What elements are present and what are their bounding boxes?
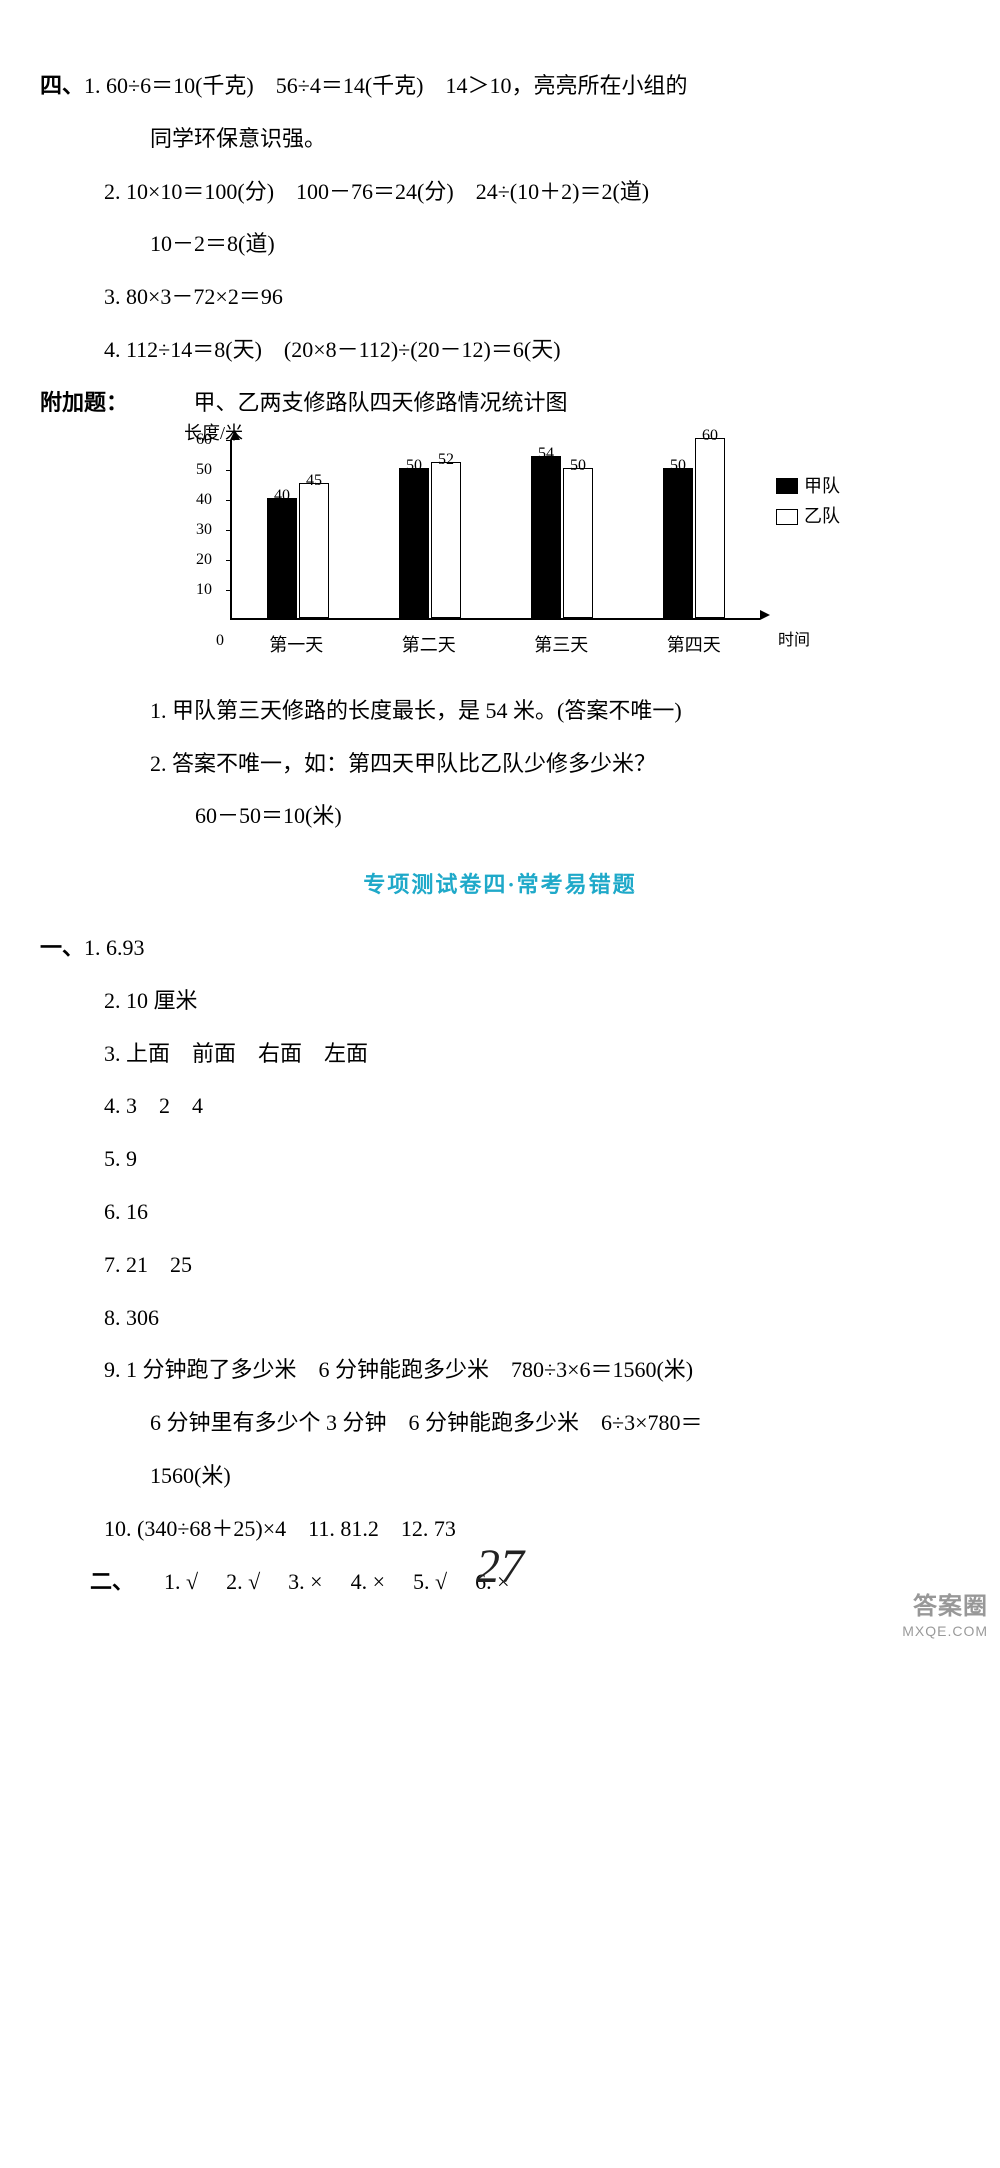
s1-9c: 1560(米) [40, 1450, 960, 1503]
bar-yi: 45 [299, 483, 329, 618]
bonus-a1: 1. 甲队第三天修路的长度最长，是 54 米。(答案不唯一) [40, 685, 960, 738]
legend-yi: 乙队 [776, 502, 840, 531]
bar-group: 5052 [364, 462, 496, 618]
bonus-a2b: 60－50＝10(米) [40, 790, 960, 843]
bar-value-label: 40 [274, 477, 290, 515]
s1-9b: 6 分钟里有多少个 3 分钟 6 分钟能跑多少米 6÷3×780＝ [40, 1397, 960, 1450]
bar-jia: 40 [267, 498, 297, 618]
watermark-line1: 答案圈 [902, 1591, 988, 1622]
q4-heading: 四、 [40, 73, 84, 98]
legend-jia: 甲队 [776, 472, 840, 501]
bar-group: 5060 [628, 438, 760, 618]
s1-2: 2. 10 厘米 [40, 975, 960, 1028]
bar-value-label: 50 [406, 447, 422, 485]
s2-heading: 二、 [90, 1556, 136, 1609]
ytick-label: 60 [196, 420, 212, 458]
watermark: 答案圈 MXQE.COM [902, 1591, 988, 1640]
page-number: 27 [476, 1509, 524, 1624]
s2-i5: 5. √ [413, 1556, 447, 1609]
x-axis-arrow [760, 610, 770, 620]
q4-2b: 10－2＝8(道) [40, 218, 960, 271]
bar-value-label: 50 [570, 447, 586, 485]
bar-jia: 54 [531, 456, 561, 618]
chart-title-inline: 甲、乙两支修路队四天修路情况统计图 [194, 390, 568, 415]
bar-jia: 50 [663, 468, 693, 618]
chart-legend: 甲队 乙队 [776, 472, 840, 534]
bar-value-label: 45 [306, 462, 322, 500]
bar-yi: 50 [563, 468, 593, 618]
q4-3: 3. 80×3－72×2＝96 [40, 271, 960, 324]
x-category-label: 第四天 [628, 620, 761, 667]
bar-value-label: 54 [538, 435, 554, 473]
s2-i1: 1. √ [164, 1556, 198, 1609]
bar-group: 5450 [496, 456, 628, 618]
s1-9a: 9. 1 分钟跑了多少米 6 分钟能跑多少米 780÷3×6＝1560(米) [40, 1344, 960, 1397]
q4-2a: 2. 10×10＝100(分) 100－76＝24(分) 24÷(10＋2)＝2… [40, 166, 960, 219]
bar-jia: 50 [399, 468, 429, 618]
s1-4: 4. 3 2 4 [40, 1080, 960, 1133]
bar-value-label: 50 [670, 447, 686, 485]
s1-8: 8. 306 [40, 1292, 960, 1345]
watermark-line2: MXQE.COM [902, 1622, 988, 1640]
bar-chart: 甲队 乙队 长度/米 1020304050604045505254505060 … [190, 440, 810, 667]
s1-5: 5. 9 [40, 1133, 960, 1186]
bar-value-label: 60 [702, 417, 718, 455]
chart-plot: 长度/米 1020304050604045505254505060 [230, 440, 760, 620]
bar-value-label: 52 [438, 441, 454, 479]
y-axis-arrow [230, 430, 240, 440]
q4-1b: 同学环保意识强。 [40, 113, 960, 166]
legend-swatch-jia [776, 478, 798, 494]
bonus-heading: 附加题： 甲、乙两支修路队四天修路情况统计图 [40, 377, 960, 430]
legend-swatch-yi [776, 509, 798, 525]
s2-i3: 3. × [288, 1556, 322, 1609]
s1-7: 7. 21 25 [40, 1239, 960, 1292]
section-title: 专项测试卷四·常考易错题 [40, 859, 960, 912]
q4-4: 4. 112÷14＝8(天) (20×8－112)÷(20－12)＝6(天) [40, 324, 960, 377]
x-axis-labels: 0 时间 第一天第二天第三天第四天 [230, 620, 760, 667]
s1-6: 6. 16 [40, 1186, 960, 1239]
origin-label: 0 [216, 622, 224, 660]
x-category-label: 第三天 [495, 620, 628, 667]
s1-heading: 一、 [40, 935, 84, 960]
q4-1a: 四、1. 60÷6＝10(千克) 56÷4＝14(千克) 14＞10，亮亮所在小… [40, 60, 960, 113]
bar-group: 4045 [232, 483, 364, 618]
s2-i2: 2. √ [226, 1556, 260, 1609]
x-category-label: 第一天 [230, 620, 363, 667]
x-axis-caption: 时间 [778, 622, 810, 660]
s1-3: 3. 上面 前面 右面 左面 [40, 1028, 960, 1081]
bar-yi: 60 [695, 438, 725, 618]
s1-1: 一、1. 6.93 [40, 922, 960, 975]
x-category-label: 第二天 [363, 620, 496, 667]
bar-yi: 52 [431, 462, 461, 618]
bonus-a2a: 2. 答案不唯一，如：第四天甲队比乙队少修多少米？ [40, 738, 960, 791]
s2-i4: 4. × [351, 1556, 385, 1609]
